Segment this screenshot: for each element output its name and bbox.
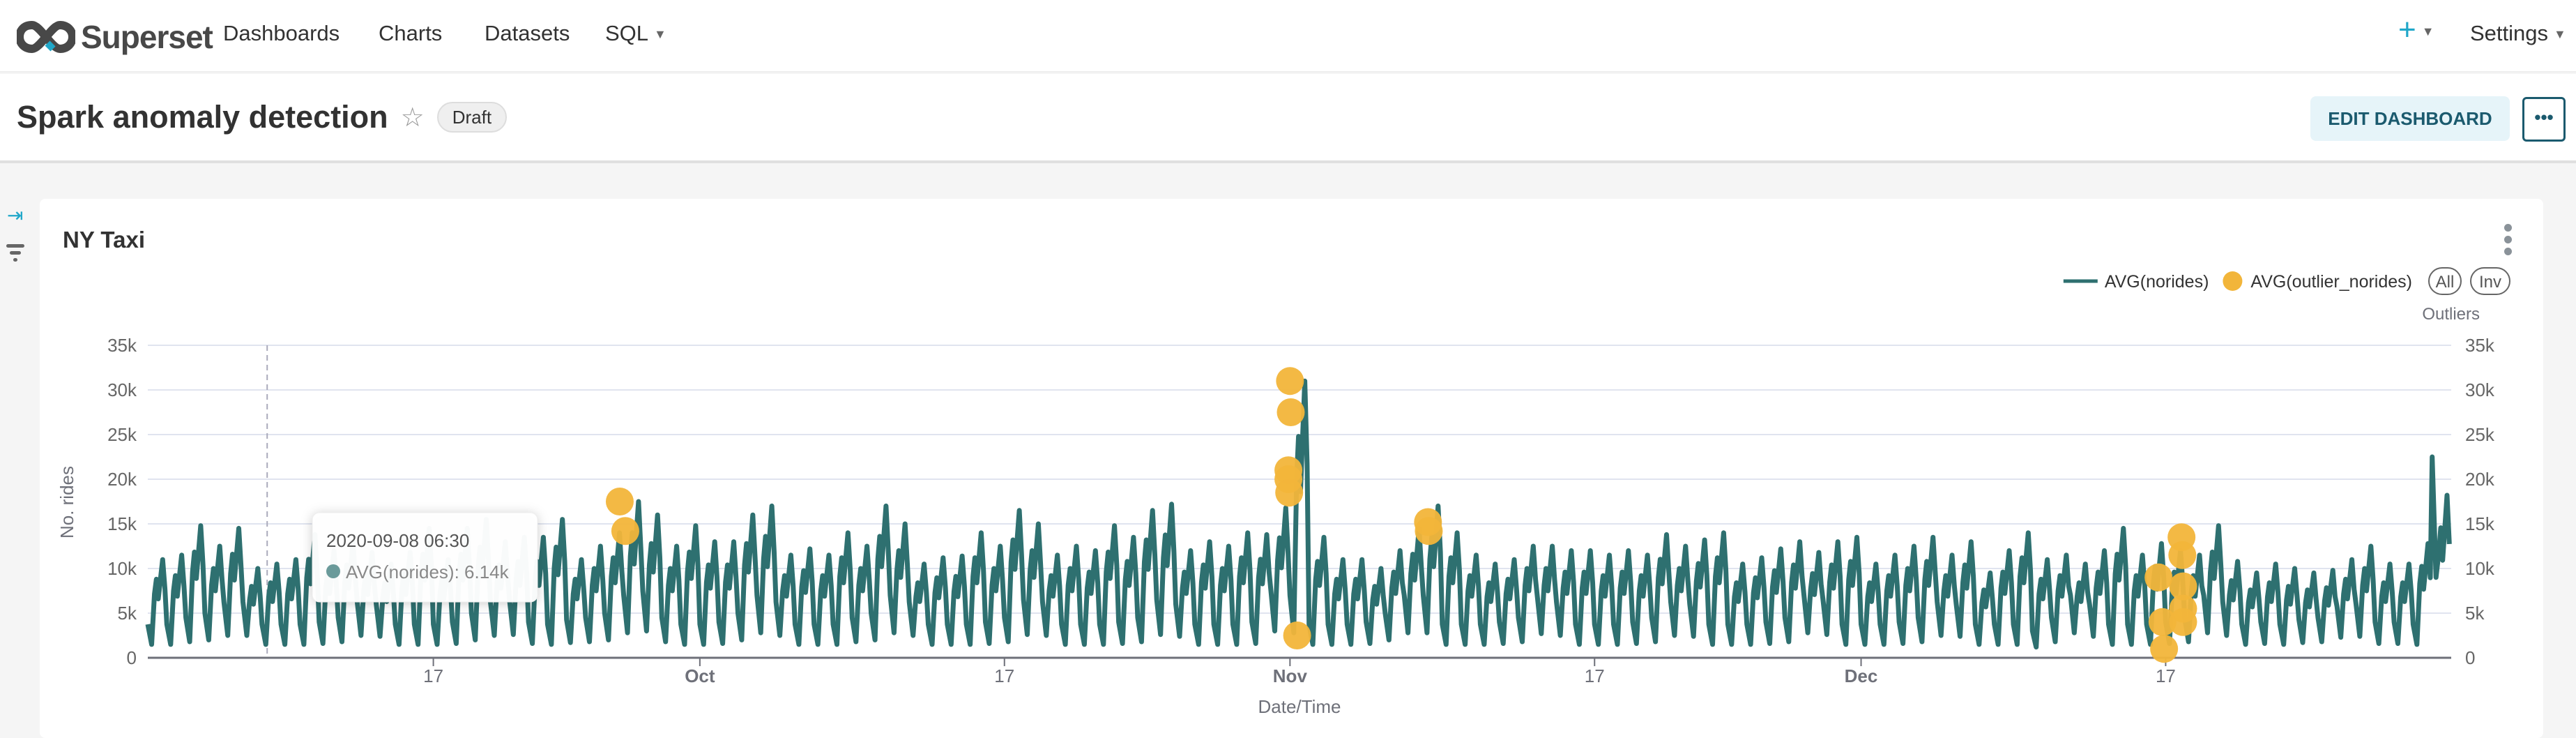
y2-tick-label: 35k: [2465, 335, 2495, 356]
new-menu[interactable]: + ▼: [2398, 13, 2434, 47]
nav-datasets[interactable]: Datasets: [485, 21, 570, 45]
legend-inv-button[interactable]: [2470, 267, 2510, 295]
nav-charts[interactable]: Charts: [379, 21, 443, 45]
title-row: Spark anomaly detection ☆ Draft: [17, 74, 508, 160]
outlier-point: [2168, 541, 2197, 569]
nav-sql[interactable]: SQL ▼: [605, 21, 666, 46]
legend-item-avg-outlier-norides[interactable]: AVG(outlier_norides): [2250, 272, 2412, 292]
settings-label: Settings: [2470, 21, 2549, 45]
status-badge[interactable]: Draft: [436, 102, 508, 133]
x-axis-title: Date/Time: [1258, 696, 1341, 717]
nav-sql-label: SQL: [605, 21, 649, 45]
outlier-point: [1275, 479, 1304, 507]
tooltip-value: AVG(norides): 6.14k: [346, 562, 510, 582]
caret-down-icon: ▼: [2554, 27, 2566, 42]
y2-tick-label: 15k: [2465, 513, 2495, 534]
tooltip-box: [312, 512, 538, 603]
outlier-point: [1276, 398, 1305, 426]
x-tick-label: Dec: [1845, 665, 1878, 686]
outlier-point: [2144, 563, 2173, 592]
infinity-logo-icon: [17, 20, 75, 54]
outlier-point: [611, 517, 639, 545]
settings-menu[interactable]: Settings ▼: [2470, 21, 2566, 46]
tooltip-series-dot: [326, 564, 340, 578]
y-tick-label: 0: [127, 647, 137, 668]
chart-title: NY Taxi: [63, 227, 145, 253]
filter-icon[interactable]: [6, 244, 24, 265]
x-tick-label: Nov: [1273, 665, 1308, 686]
y-tick-label: 20k: [107, 469, 137, 490]
x-tick-label: 17: [1585, 665, 1605, 686]
caret-down-icon: ▼: [2421, 24, 2434, 38]
nav-dashboards[interactable]: Dashboards: [223, 21, 340, 45]
x-tick-label: 17: [2156, 665, 2176, 686]
outlier-point: [2169, 572, 2197, 601]
edit-dashboard-button[interactable]: EDIT DASHBOARD: [2310, 96, 2510, 141]
x-tick-label: Oct: [685, 665, 715, 686]
legend-dot-marker: [2223, 271, 2243, 291]
legend-item-avg-norides[interactable]: AVG(norides): [2105, 272, 2209, 292]
y2-tick-label: 5k: [2465, 603, 2485, 624]
y-tick-label: 25k: [107, 424, 137, 445]
y2-tick-label: 25k: [2465, 424, 2495, 445]
outlier-point: [1415, 517, 1443, 545]
superset-logo[interactable]: Superset: [17, 18, 213, 56]
y-tick-label: 10k: [107, 558, 137, 579]
chart-menu-icon[interactable]: [2504, 224, 2513, 259]
outlier-point: [2169, 608, 2197, 636]
y-tick-label: 5k: [118, 603, 137, 624]
dashboard-title[interactable]: Spark anomaly detection: [17, 99, 388, 135]
legend-inv-label[interactable]: Inv: [2479, 273, 2501, 292]
caret-down-icon: ▼: [654, 27, 666, 42]
y2-tick-label: 30k: [2465, 379, 2495, 400]
outlier-point: [1283, 622, 1311, 649]
y-tick-label: 15k: [107, 513, 137, 534]
y-tick-label: 30k: [107, 379, 137, 400]
outlier-point: [1276, 367, 1304, 396]
y2-tick-label: 20k: [2465, 469, 2495, 490]
outlier-point: [2148, 608, 2177, 636]
y-axis-title: No. rides: [56, 466, 77, 539]
dashboard-header: Spark anomaly detection ☆ Draft EDIT DAS…: [0, 74, 2576, 163]
legend-all-label[interactable]: All: [2436, 273, 2455, 292]
favorite-star-icon[interactable]: ☆: [400, 103, 425, 133]
more-options-button[interactable]: •••: [2522, 97, 2566, 142]
brand-name: Superset: [81, 19, 213, 55]
plus-icon: +: [2398, 13, 2416, 47]
y2-axis-title: Outliers: [2422, 305, 2480, 324]
series-line-avg-norides: [145, 378, 2452, 650]
expand-filters-icon[interactable]: ⇥: [7, 204, 24, 226]
top-navbar: Superset Dashboards Charts Datasets SQL ▼…: [0, 0, 2576, 73]
y2-tick-label: 10k: [2465, 558, 2495, 579]
y2-tick-label: 0: [2465, 647, 2475, 668]
y-tick-label: 35k: [107, 335, 137, 356]
legend-all-button[interactable]: [2428, 267, 2462, 295]
outlier-point: [2150, 635, 2179, 663]
tooltip-title: 2020-09-08 06:30: [326, 530, 469, 551]
x-tick-label: 17: [994, 665, 1014, 686]
outlier-point: [605, 488, 634, 515]
x-tick-label: 17: [423, 665, 443, 686]
